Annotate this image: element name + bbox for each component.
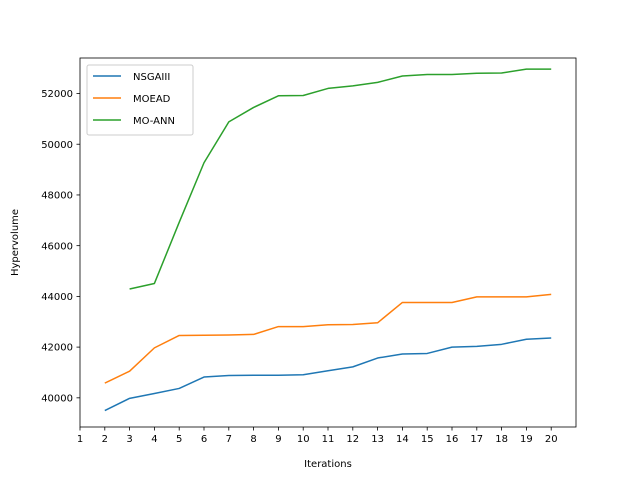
x-axis: 1 2 3 4 5 6 7 8 9 10 11 12 13 14 15 16 17 18 19 20 xyxy=(77,427,558,445)
y-tick-label: 52000 xyxy=(41,89,73,100)
x-tick-label: 8 xyxy=(250,434,256,445)
y-axis-label: Hypervolume xyxy=(10,209,21,276)
x-tick-label: 14 xyxy=(396,434,409,445)
y-tick-label: 44000 xyxy=(41,292,73,303)
x-tick-label: 16 xyxy=(446,434,459,445)
x-axis-label: Iterations xyxy=(304,459,352,470)
x-tick-label: 5 xyxy=(176,434,182,445)
x-tick-label: 1 xyxy=(77,434,83,445)
series-lines xyxy=(104,68,552,412)
legend-label: MOEAD xyxy=(133,94,171,105)
x-tick-label: 15 xyxy=(421,434,434,445)
x-tick-label: 9 xyxy=(275,434,281,445)
y-tick-label: 40000 xyxy=(41,393,73,404)
x-tick-label: 2 xyxy=(102,434,108,445)
y-tick-label: 48000 xyxy=(41,191,73,202)
x-tick-label: 18 xyxy=(495,434,508,445)
x-tick-label: 12 xyxy=(346,434,359,445)
x-tick-label: 7 xyxy=(226,434,232,445)
x-tick-label: 20 xyxy=(545,434,558,445)
legend: NSGAIII MOEAD MO-ANN xyxy=(86,64,194,136)
y-tick-label: 46000 xyxy=(41,241,73,252)
x-tick-label: 6 xyxy=(201,434,207,445)
x-tick-label: 4 xyxy=(151,434,157,445)
y-axis: 40000 42000 44000 46000 48000 50000 52000 xyxy=(41,89,80,404)
y-tick-label: 50000 xyxy=(41,140,73,151)
x-tick-label: 17 xyxy=(470,434,483,445)
legend-box xyxy=(86,64,194,136)
x-tick-label: 19 xyxy=(520,434,533,445)
y-tick-label: 42000 xyxy=(41,343,73,354)
x-tick-label: 11 xyxy=(322,434,335,445)
legend-label: MO-ANN xyxy=(133,116,175,127)
x-tick-label: 10 xyxy=(297,434,310,445)
x-tick-label: 13 xyxy=(371,434,384,445)
legend-label: NSGAIII xyxy=(133,72,170,83)
x-tick-label: 3 xyxy=(126,434,132,445)
series-line-2 xyxy=(129,68,552,290)
